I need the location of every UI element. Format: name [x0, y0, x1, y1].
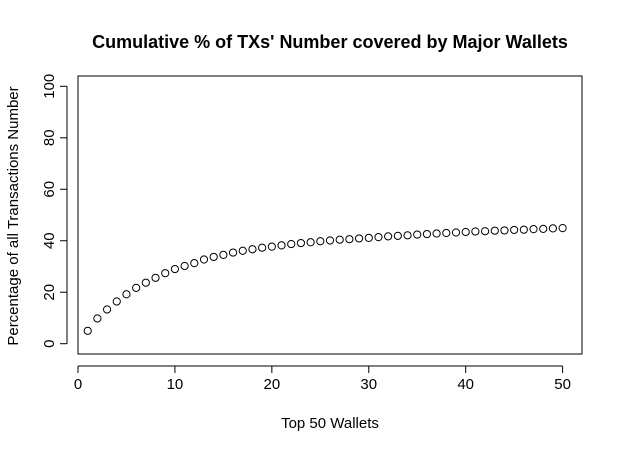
y-axis-label: Percentage of all Transactions Number	[5, 86, 22, 345]
data-point	[364, 233, 373, 243]
data-point	[461, 227, 470, 237]
x-tick-label: 20	[264, 376, 281, 393]
data-point	[432, 229, 441, 238]
data-point	[180, 261, 189, 271]
data-point	[442, 228, 451, 238]
data-point	[267, 242, 276, 251]
data-point	[345, 235, 354, 244]
data-point	[480, 227, 490, 236]
data-point	[112, 297, 121, 306]
data-point	[228, 248, 238, 257]
data-point	[287, 239, 296, 249]
data-point	[248, 245, 257, 254]
y-tick-label: 100	[41, 74, 58, 99]
data-point	[316, 237, 325, 246]
x-tick-label: 30	[360, 376, 377, 393]
data-point	[93, 314, 102, 323]
data-point	[161, 269, 170, 278]
data-point	[529, 225, 538, 234]
x-tick-label: 40	[457, 376, 474, 393]
plot-area	[77, 75, 583, 355]
x-tick-label: 0	[74, 376, 82, 393]
data-point	[558, 224, 567, 233]
data-point	[258, 243, 267, 252]
data-point	[102, 305, 112, 314]
data-point	[141, 278, 150, 287]
data-point	[122, 290, 131, 299]
data-point	[500, 226, 509, 235]
data-points	[83, 224, 567, 335]
y-axis: 0 20 40 60 80 100	[41, 74, 68, 348]
y-tick-label: 0	[41, 340, 58, 348]
y-tick-label: 40	[41, 232, 58, 249]
data-point	[306, 238, 315, 247]
data-point	[403, 231, 412, 240]
data-point	[151, 273, 160, 282]
data-point	[510, 225, 519, 235]
x-tick-label: 10	[167, 376, 184, 393]
data-point	[199, 255, 209, 264]
x-tick-label: 50	[554, 376, 571, 393]
data-point	[354, 234, 364, 243]
data-point	[519, 225, 528, 234]
x-axis: 0 10 20 30 40 50	[74, 365, 571, 393]
data-point	[422, 229, 432, 239]
y-tick-label: 20	[41, 284, 58, 301]
data-point	[190, 259, 199, 268]
data-point	[170, 264, 180, 274]
data-point	[471, 227, 480, 236]
data-point	[238, 246, 247, 255]
data-point	[209, 252, 218, 262]
data-point	[335, 235, 344, 244]
data-point	[83, 326, 92, 335]
data-point	[393, 231, 402, 240]
data-point	[539, 224, 548, 233]
data-point	[325, 236, 335, 245]
x-axis-label: Top 50 Wallets	[281, 415, 379, 432]
data-point	[132, 283, 141, 292]
data-point	[384, 232, 393, 241]
data-point	[296, 238, 306, 248]
data-point	[277, 241, 286, 250]
data-point	[413, 230, 422, 239]
data-point	[548, 224, 558, 233]
data-point	[219, 250, 228, 259]
data-point	[451, 228, 461, 237]
data-point	[490, 226, 499, 235]
data-point	[374, 233, 383, 242]
y-tick-label: 80	[41, 129, 58, 146]
chart-title: Cumulative % of TXs' Number covered by M…	[92, 32, 568, 52]
y-tick-label: 60	[41, 181, 58, 198]
